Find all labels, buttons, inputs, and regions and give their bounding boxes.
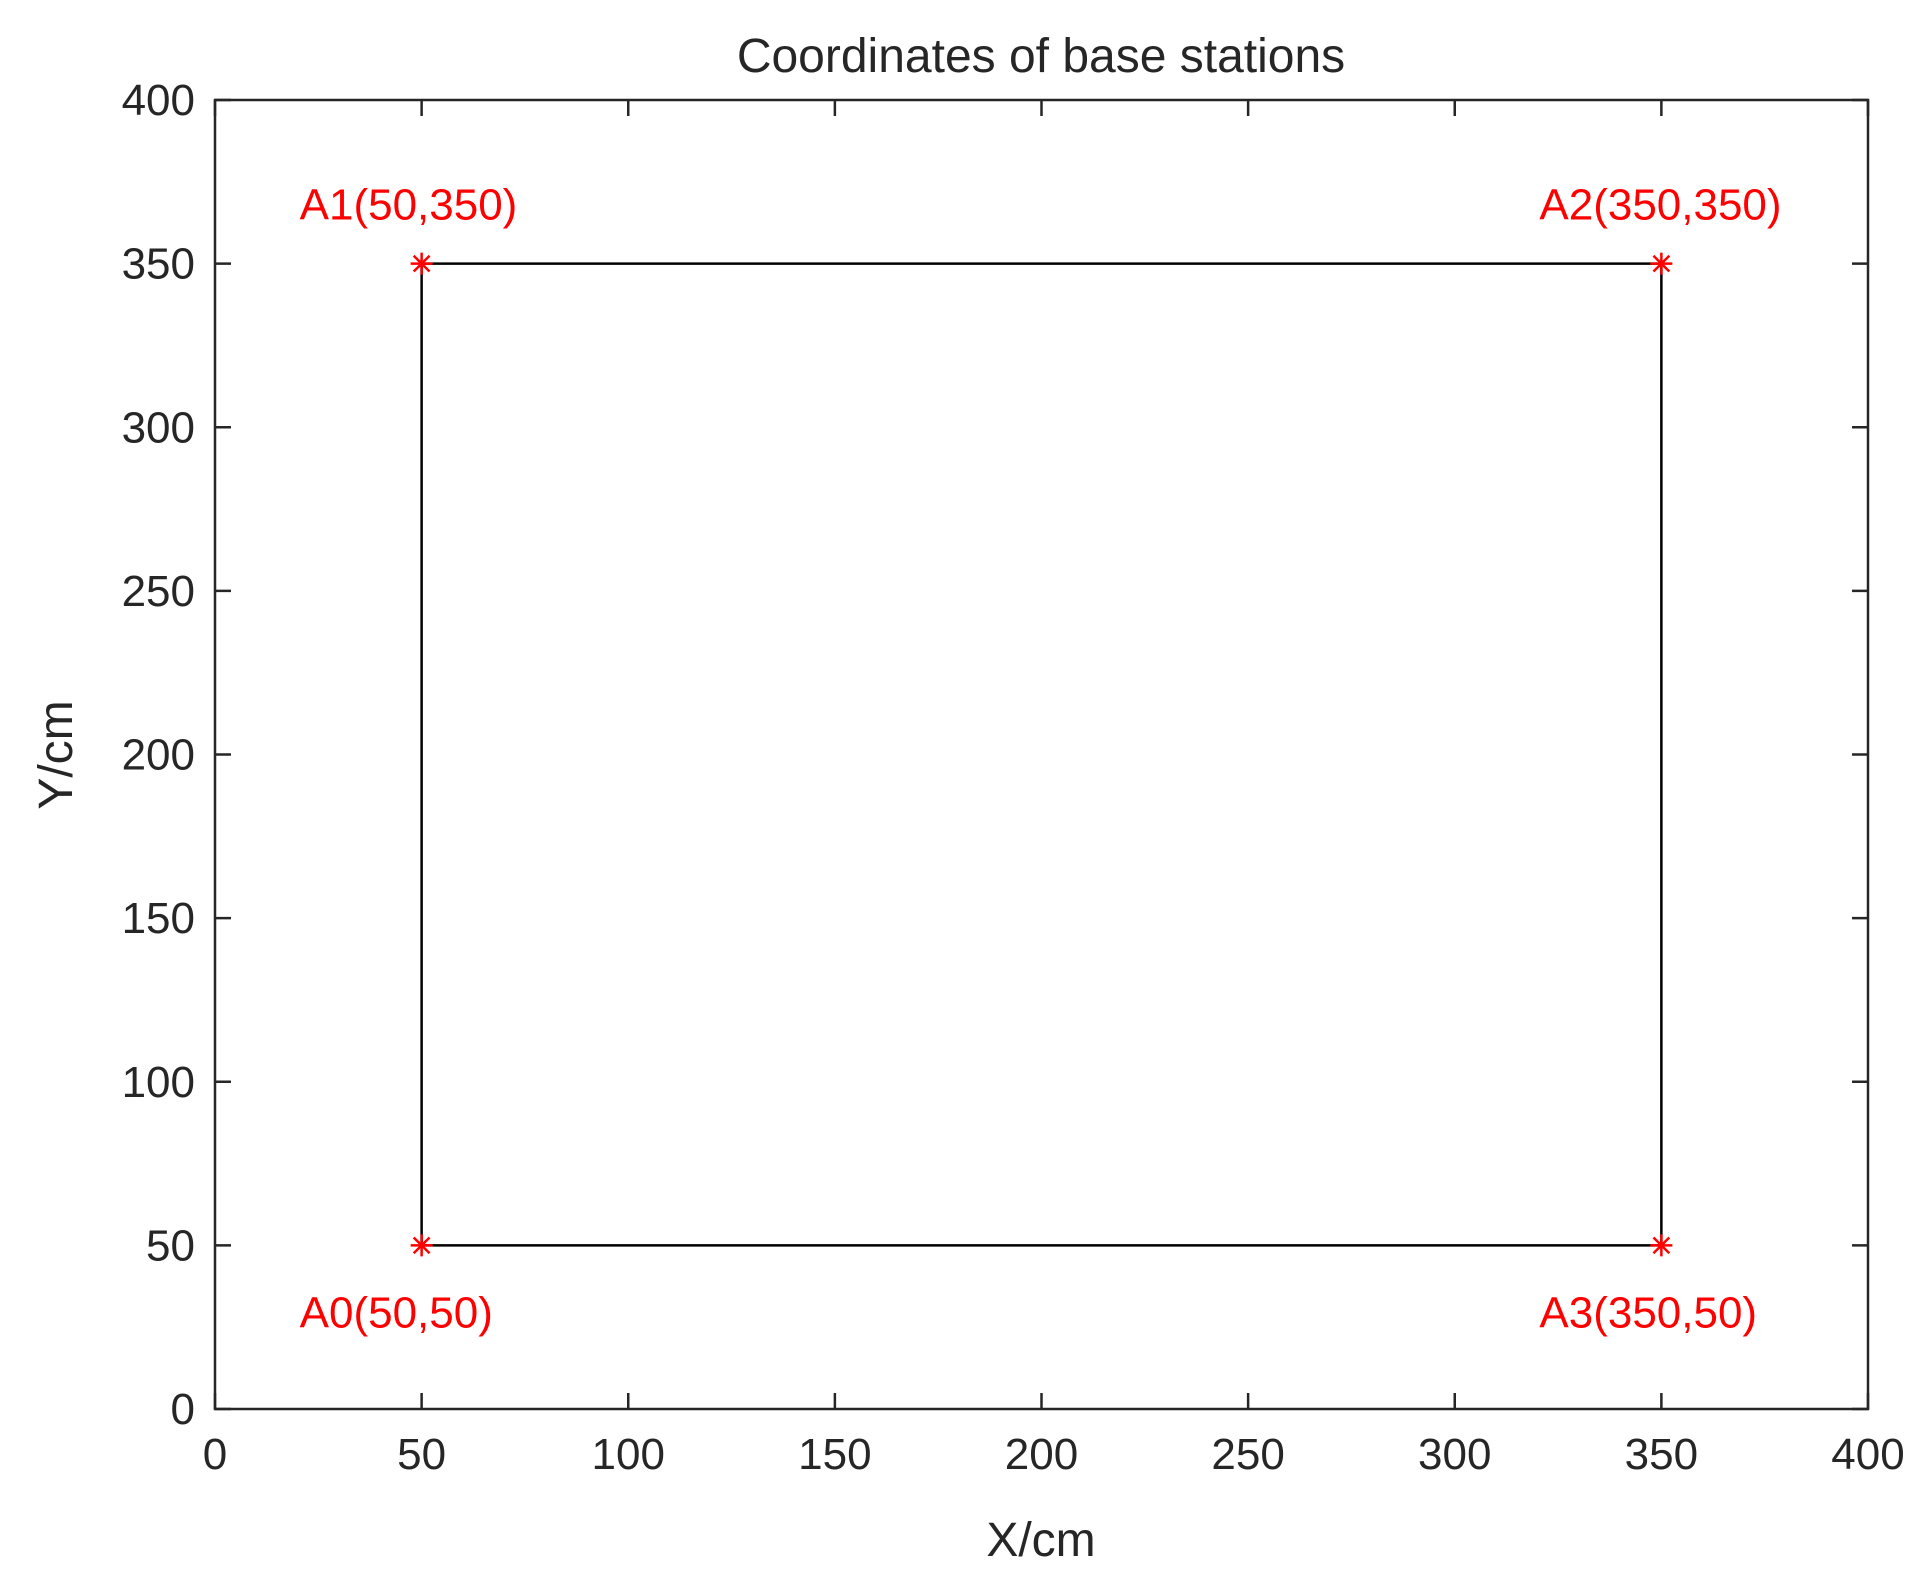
x-tick-label: 200 [1005, 1430, 1078, 1479]
x-tick-label: 0 [203, 1430, 227, 1479]
station-label: A2(350,350) [1539, 181, 1781, 230]
x-tick-label: 50 [397, 1430, 446, 1479]
x-tick-label: 150 [798, 1430, 871, 1479]
y-tick-label: 100 [122, 1058, 195, 1107]
station-labels: A0(50,50) A1(50,350) A2(350,350) A3(350,50) [300, 181, 1782, 1338]
station-marker [410, 252, 433, 275]
y-tick-label: 150 [122, 894, 195, 943]
x-tick-label: 400 [1831, 1430, 1904, 1479]
x-tick-label: 300 [1418, 1430, 1491, 1479]
plot-area [213, 98, 1870, 1411]
y-tick-label: 50 [146, 1221, 195, 1270]
station-marker [1650, 1234, 1673, 1257]
axis-ticks [213, 98, 1870, 1411]
tick-labels: 0 50 100 150 200 250 300 350 400 0 50 100 150 200 250 3… [122, 76, 1905, 1479]
station-label: A3(350,50) [1539, 1288, 1757, 1337]
y-tick-label: 400 [122, 76, 195, 125]
station-marker [410, 1234, 433, 1257]
station-label: A1(50,350) [300, 181, 518, 230]
station-markers [410, 252, 1673, 1257]
x-tick-label: 350 [1625, 1430, 1698, 1479]
y-tick-label: 200 [122, 731, 195, 780]
chart-title: Coordinates of base stations [737, 30, 1345, 83]
y-tick-label: 250 [122, 567, 195, 616]
x-tick-label: 250 [1211, 1430, 1284, 1479]
y-tick-label: 0 [171, 1385, 195, 1434]
x-axis-label: X/cm [986, 1514, 1095, 1567]
x-tick-label: 100 [592, 1430, 665, 1479]
station-label: A0(50,50) [300, 1288, 493, 1337]
y-tick-label: 350 [122, 240, 195, 289]
y-axis-label: Y/cm [30, 700, 83, 809]
station-marker [1650, 252, 1673, 275]
y-tick-label: 300 [122, 403, 195, 452]
